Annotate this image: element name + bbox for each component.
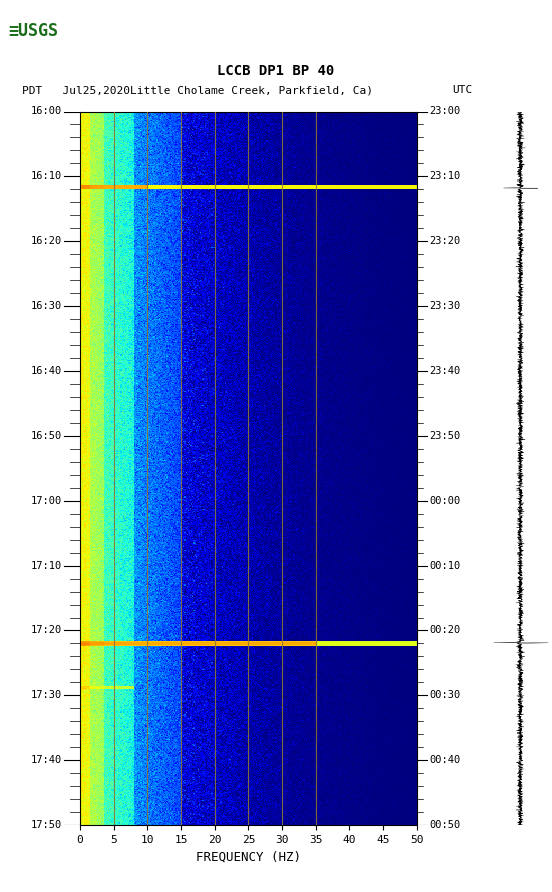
Text: 17:00: 17:00 [31,496,62,506]
Text: 17:50: 17:50 [31,820,62,830]
Text: 16:50: 16:50 [31,431,62,441]
Text: ≡USGS: ≡USGS [8,22,59,40]
Text: 00:00: 00:00 [429,496,461,506]
X-axis label: FREQUENCY (HZ): FREQUENCY (HZ) [196,850,301,863]
Text: 23:50: 23:50 [429,431,461,441]
Text: 16:00: 16:00 [31,106,62,117]
Text: 00:50: 00:50 [429,820,461,830]
Text: 23:00: 23:00 [429,106,461,117]
Text: 00:20: 00:20 [429,625,461,635]
Text: PDT   Jul25,2020Little Cholame Creek, Parkfield, Ca): PDT Jul25,2020Little Cholame Creek, Park… [22,86,373,95]
Text: 16:20: 16:20 [31,236,62,246]
Text: 00:40: 00:40 [429,756,461,765]
Text: 17:40: 17:40 [31,756,62,765]
Text: 17:30: 17:30 [31,690,62,700]
Text: UTC: UTC [453,86,473,95]
Text: 17:20: 17:20 [31,625,62,635]
Text: 23:40: 23:40 [429,366,461,376]
Text: 16:40: 16:40 [31,366,62,376]
Text: 23:10: 23:10 [429,171,461,181]
Text: 00:10: 00:10 [429,560,461,571]
Text: 16:30: 16:30 [31,301,62,311]
Text: LCCB DP1 BP 40: LCCB DP1 BP 40 [217,64,335,78]
Text: 16:10: 16:10 [31,171,62,181]
Text: 17:10: 17:10 [31,560,62,571]
Text: 23:20: 23:20 [429,236,461,246]
Text: 23:30: 23:30 [429,301,461,311]
Text: 00:30: 00:30 [429,690,461,700]
